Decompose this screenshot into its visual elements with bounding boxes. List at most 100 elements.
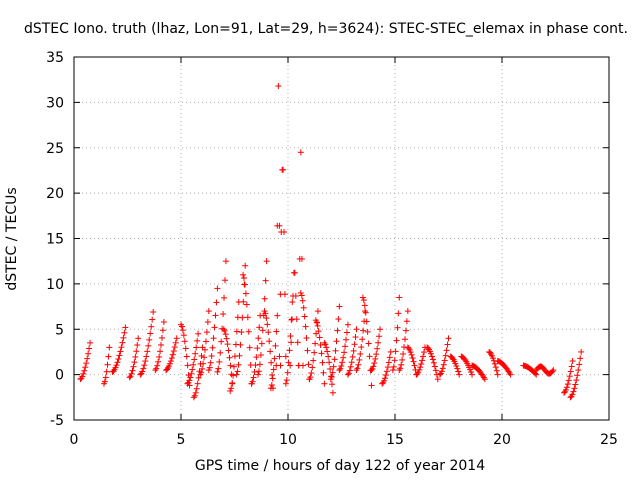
x-tick-label: 5 <box>177 432 186 448</box>
data-point <box>573 377 580 384</box>
data-point <box>282 380 289 387</box>
data-point <box>171 344 178 351</box>
data-point <box>318 350 325 357</box>
data-point <box>357 350 364 357</box>
data-point <box>399 356 406 363</box>
data-point <box>453 362 460 369</box>
data-point <box>276 353 283 360</box>
data-point <box>568 363 575 370</box>
data-point <box>394 324 401 331</box>
data-point <box>152 367 159 374</box>
data-point <box>238 329 245 336</box>
data-point <box>114 359 121 366</box>
data-point <box>166 360 173 367</box>
grid <box>74 57 609 420</box>
data-point <box>382 372 389 379</box>
data-point <box>202 338 209 345</box>
data-point <box>307 374 314 381</box>
y-tick-label: 0 <box>55 368 64 384</box>
data-point <box>565 377 572 384</box>
data-point <box>309 364 316 371</box>
data-point <box>407 349 414 356</box>
data-point <box>199 365 206 372</box>
data-point <box>262 310 269 317</box>
data-point <box>195 330 202 337</box>
data-point <box>149 316 156 323</box>
data-point <box>281 291 288 298</box>
data-point <box>385 359 392 366</box>
data-point <box>223 335 230 342</box>
data-point <box>116 352 123 359</box>
data-point <box>160 318 167 325</box>
data-point <box>409 355 416 362</box>
data-point <box>335 316 342 323</box>
data-point <box>221 277 228 284</box>
data-point <box>343 336 350 343</box>
data-point <box>444 341 451 348</box>
data-point <box>354 365 361 372</box>
data-point <box>275 83 282 90</box>
data-point <box>270 366 277 373</box>
data-point <box>194 337 201 344</box>
data-point <box>155 358 162 365</box>
data-point <box>362 308 369 315</box>
data-point <box>294 339 301 346</box>
data-point <box>504 366 511 373</box>
data-point <box>299 297 306 304</box>
data-point <box>421 349 428 356</box>
data-point <box>200 360 207 367</box>
data-point <box>241 281 248 288</box>
data-point <box>352 334 359 341</box>
data-point <box>491 360 498 367</box>
data-point <box>328 381 335 388</box>
data-point <box>359 336 366 343</box>
data-point <box>241 275 248 282</box>
data-point <box>400 350 407 357</box>
data-point <box>442 352 449 359</box>
data-point <box>312 340 319 347</box>
data-point <box>104 361 111 368</box>
data-point <box>268 382 275 389</box>
data-point <box>83 360 90 367</box>
data-point <box>137 371 144 378</box>
data-point <box>173 335 180 342</box>
data-point <box>216 358 223 365</box>
data-point <box>211 324 218 331</box>
data-point <box>487 349 494 356</box>
y-tick-label: 20 <box>46 186 64 202</box>
data-point <box>564 381 571 388</box>
data-point <box>365 340 372 347</box>
data-point <box>549 368 556 375</box>
data-point <box>360 297 367 304</box>
data-point <box>311 349 318 356</box>
data-point <box>425 345 432 352</box>
data-point <box>240 271 247 278</box>
data-point <box>327 365 334 372</box>
data-point <box>266 338 273 345</box>
x-tick-label: 15 <box>386 432 404 448</box>
data-point <box>430 359 437 366</box>
data-point <box>105 353 112 360</box>
data-point <box>320 369 327 376</box>
data-point <box>411 362 418 369</box>
data-point <box>264 321 271 328</box>
data-point <box>417 364 424 371</box>
data-point <box>321 339 328 346</box>
data-point <box>163 366 170 373</box>
data-point <box>198 352 205 359</box>
data-point <box>139 368 146 375</box>
data-point <box>181 338 188 345</box>
data-point <box>285 359 292 366</box>
data-point <box>427 350 434 357</box>
data-point <box>237 341 244 348</box>
data-point <box>469 371 476 378</box>
data-point <box>381 377 388 384</box>
data-point <box>282 353 289 360</box>
data-point <box>143 353 150 360</box>
data-point <box>103 368 110 375</box>
data-point <box>214 368 221 375</box>
data-point <box>102 374 109 381</box>
data-point <box>144 348 151 355</box>
data-point <box>284 369 291 376</box>
data-point <box>297 289 304 296</box>
